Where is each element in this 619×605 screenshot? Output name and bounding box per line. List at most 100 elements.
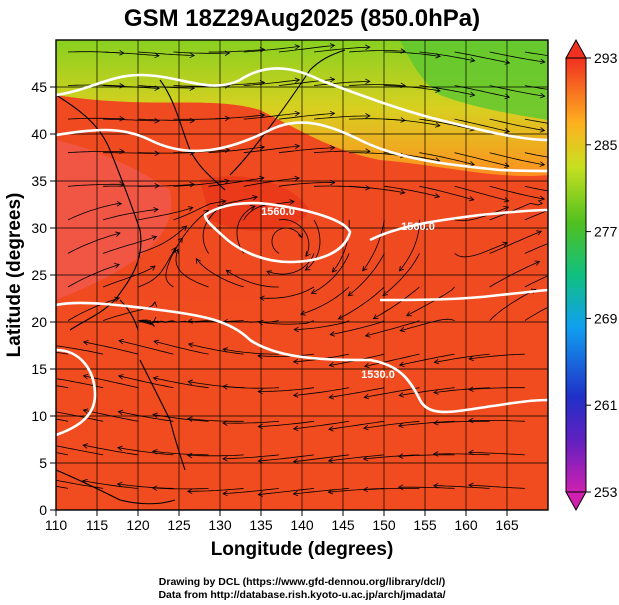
y-tick-label: 30 <box>31 220 47 236</box>
streamline-arrow <box>13 378 18 383</box>
coastline-philippines <box>139 359 186 471</box>
streamline <box>454 152 509 167</box>
streamline-arrow <box>382 290 389 297</box>
streamline <box>278 219 310 257</box>
streamline-arrow <box>220 199 227 205</box>
streamline-arrow <box>187 379 193 386</box>
graticule <box>56 40 548 510</box>
streamline-arrow <box>329 43 336 49</box>
y-tick-label: 0 <box>39 502 47 518</box>
streamline <box>223 488 279 495</box>
streamline <box>175 249 209 288</box>
x-tick-label: 160 <box>454 517 478 533</box>
streamline-arrow <box>222 455 228 462</box>
streamline-arrow <box>329 76 336 83</box>
streamline <box>278 147 335 154</box>
streamline-arrow <box>363 362 370 369</box>
streamline <box>278 112 335 120</box>
streamline <box>243 145 300 154</box>
streamline <box>347 253 385 297</box>
streamline-arrow <box>189 181 196 188</box>
streamline <box>258 420 315 427</box>
streamline <box>102 265 156 288</box>
streamline <box>294 320 350 330</box>
streamline-arrow <box>186 416 193 422</box>
colorbar-gradient <box>565 57 587 493</box>
streamline <box>373 286 420 320</box>
contour-1560-east <box>369 208 548 242</box>
streamline <box>399 353 455 366</box>
streamline <box>102 208 159 221</box>
streamline <box>328 454 385 462</box>
streamline <box>118 411 174 422</box>
streamline <box>56 351 69 355</box>
streamline-arrow <box>116 200 123 207</box>
streamline <box>406 286 455 317</box>
streamline-arrow <box>149 265 156 271</box>
y-tick-label: 10 <box>31 408 47 424</box>
streamline <box>56 445 104 456</box>
contour-label: 1560.0 <box>261 206 295 218</box>
contour-1560-cell <box>203 201 352 264</box>
y-axis-label: Latitude (degrees) <box>4 193 25 358</box>
streamline-arrow <box>537 200 543 206</box>
streamline <box>313 46 370 53</box>
x-tick-label: 140 <box>290 517 314 533</box>
x-tick-label: 120 <box>126 517 150 533</box>
streamline <box>454 206 509 222</box>
streamline <box>258 454 315 462</box>
height-contours <box>56 67 548 437</box>
wind-streamlines <box>13 43 548 497</box>
streamline <box>524 118 548 124</box>
streamline-arrow <box>82 408 89 414</box>
colorbar-tick-label: 269 <box>594 310 618 326</box>
y-tick-label: 5 <box>39 455 47 471</box>
streamline-arrow <box>469 57 476 63</box>
streamline-arrow <box>503 162 510 168</box>
streamline <box>433 420 490 424</box>
x-tick-label: 130 <box>208 517 232 533</box>
streamline-arrow <box>503 197 510 203</box>
streamline <box>489 85 545 97</box>
streamline <box>329 387 385 398</box>
streamline <box>364 353 420 367</box>
streamline-arrow <box>119 115 125 122</box>
streamline-arrow <box>154 52 160 59</box>
streamline-arrow <box>292 490 299 497</box>
streamline <box>400 318 455 332</box>
streamline <box>243 46 300 53</box>
streamline-arrow <box>362 455 369 462</box>
streamline-arrow <box>372 314 379 320</box>
streamline <box>243 112 300 120</box>
streamline <box>489 51 545 63</box>
streamline <box>119 340 174 355</box>
streamline-arrow <box>337 314 344 320</box>
streamline <box>338 286 385 320</box>
streamline-arrow <box>328 394 334 400</box>
coastline-taiwan <box>119 299 139 331</box>
streamline-arrow <box>289 199 295 205</box>
streamline-arrow <box>539 161 546 167</box>
streamline-arrow <box>82 340 89 346</box>
streamline-arrow <box>48 409 53 414</box>
colorbar-tick-label: 277 <box>594 224 618 240</box>
streamline-arrow <box>114 296 120 302</box>
streamline <box>419 185 474 201</box>
streamline-arrow <box>186 452 193 459</box>
streamline <box>524 51 548 56</box>
streamline <box>188 343 244 355</box>
coastlines <box>56 49 346 505</box>
streamline <box>454 85 510 98</box>
streamline-arrow <box>189 85 196 91</box>
streamline <box>382 253 420 296</box>
streamline <box>363 420 420 429</box>
streamline <box>208 177 264 187</box>
streamline <box>278 78 335 86</box>
streamline-arrow <box>294 143 301 150</box>
streamline <box>259 286 315 299</box>
streamline-arrow <box>153 316 159 323</box>
streamline-arrow <box>266 270 272 276</box>
streamline <box>489 118 545 131</box>
streamline-arrow <box>363 424 369 431</box>
colorbar-min-arrow <box>565 491 587 512</box>
